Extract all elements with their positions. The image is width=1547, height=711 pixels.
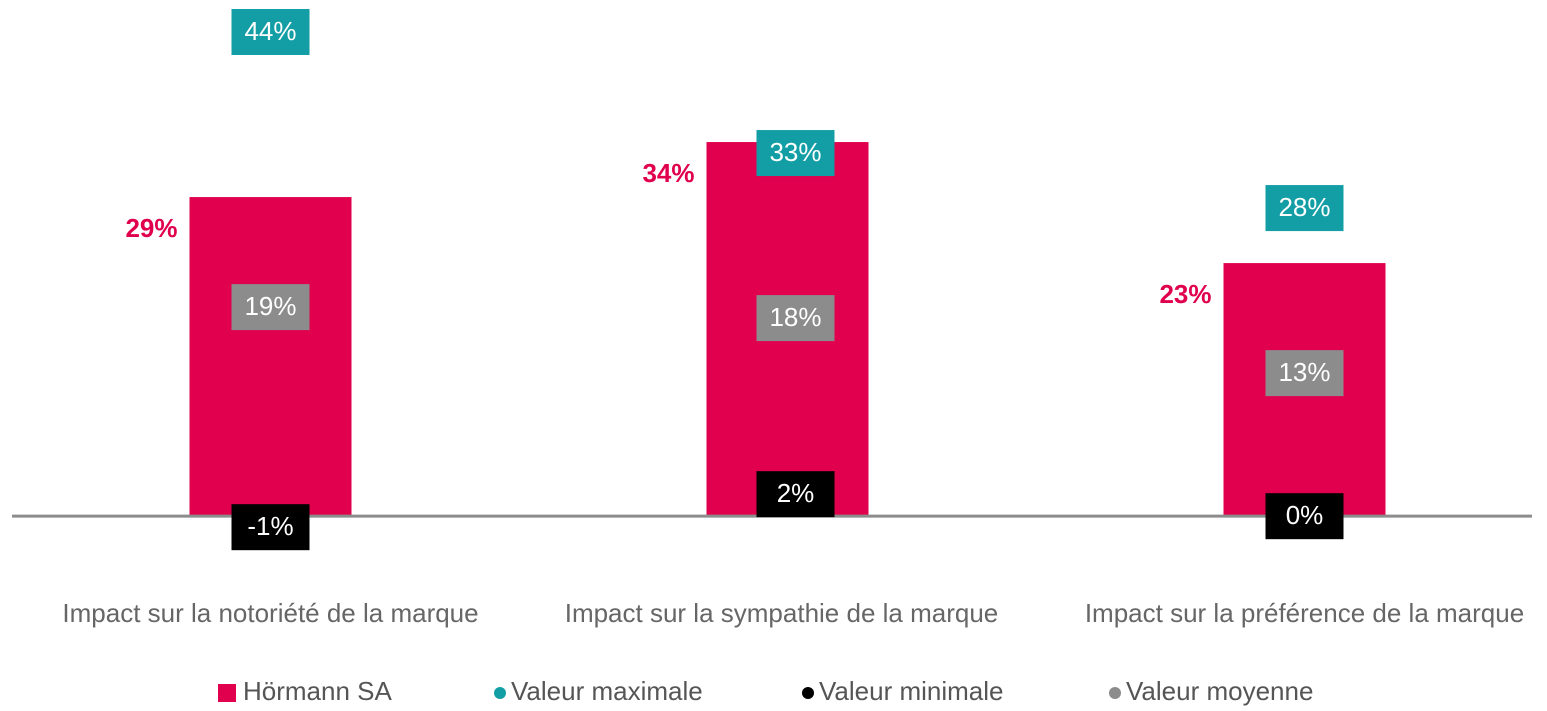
- marker-box: [1265, 185, 1344, 232]
- legend-swatch: [1109, 687, 1121, 699]
- bar-value-label: 34%: [642, 158, 694, 188]
- legend-label: Hörmann SA: [243, 676, 392, 706]
- marker-box: [231, 284, 310, 331]
- marker-box: [231, 504, 310, 551]
- x-tick-label: Impact sur la sympathie de la marque: [564, 598, 999, 628]
- marker-box: [756, 295, 835, 342]
- legend-swatch: [802, 687, 814, 699]
- legend-swatch: [218, 684, 236, 702]
- marker-label: 2%: [777, 478, 815, 508]
- marker-box: [231, 9, 310, 56]
- marker-label: 28%: [1278, 192, 1330, 222]
- marker-box: [756, 130, 835, 177]
- marker-label: 33%: [769, 137, 821, 167]
- bar-value-label: 29%: [125, 213, 177, 243]
- marker-box: [1265, 350, 1344, 397]
- marker-label: 13%: [1278, 357, 1330, 387]
- bar: [189, 197, 352, 517]
- marker-label: 19%: [244, 291, 296, 321]
- marker-label: 0%: [1286, 500, 1324, 530]
- marker-box: [1265, 493, 1344, 540]
- bar-value-label: 23%: [1159, 279, 1211, 309]
- marker-box: [756, 471, 835, 518]
- legend-swatch: [494, 687, 506, 699]
- marker-label: 18%: [769, 302, 821, 332]
- legend-label: Valeur moyenne: [1126, 676, 1313, 706]
- marker-label: -1%: [247, 511, 293, 541]
- x-tick-label: Impact sur la préférence de la marque: [1084, 598, 1525, 628]
- legend-label: Valeur minimale: [819, 676, 1003, 706]
- x-tick-label: Impact sur la notoriété de la marque: [62, 598, 479, 628]
- marker-label: 44%: [244, 16, 296, 46]
- legend-label: Valeur maximale: [511, 676, 703, 706]
